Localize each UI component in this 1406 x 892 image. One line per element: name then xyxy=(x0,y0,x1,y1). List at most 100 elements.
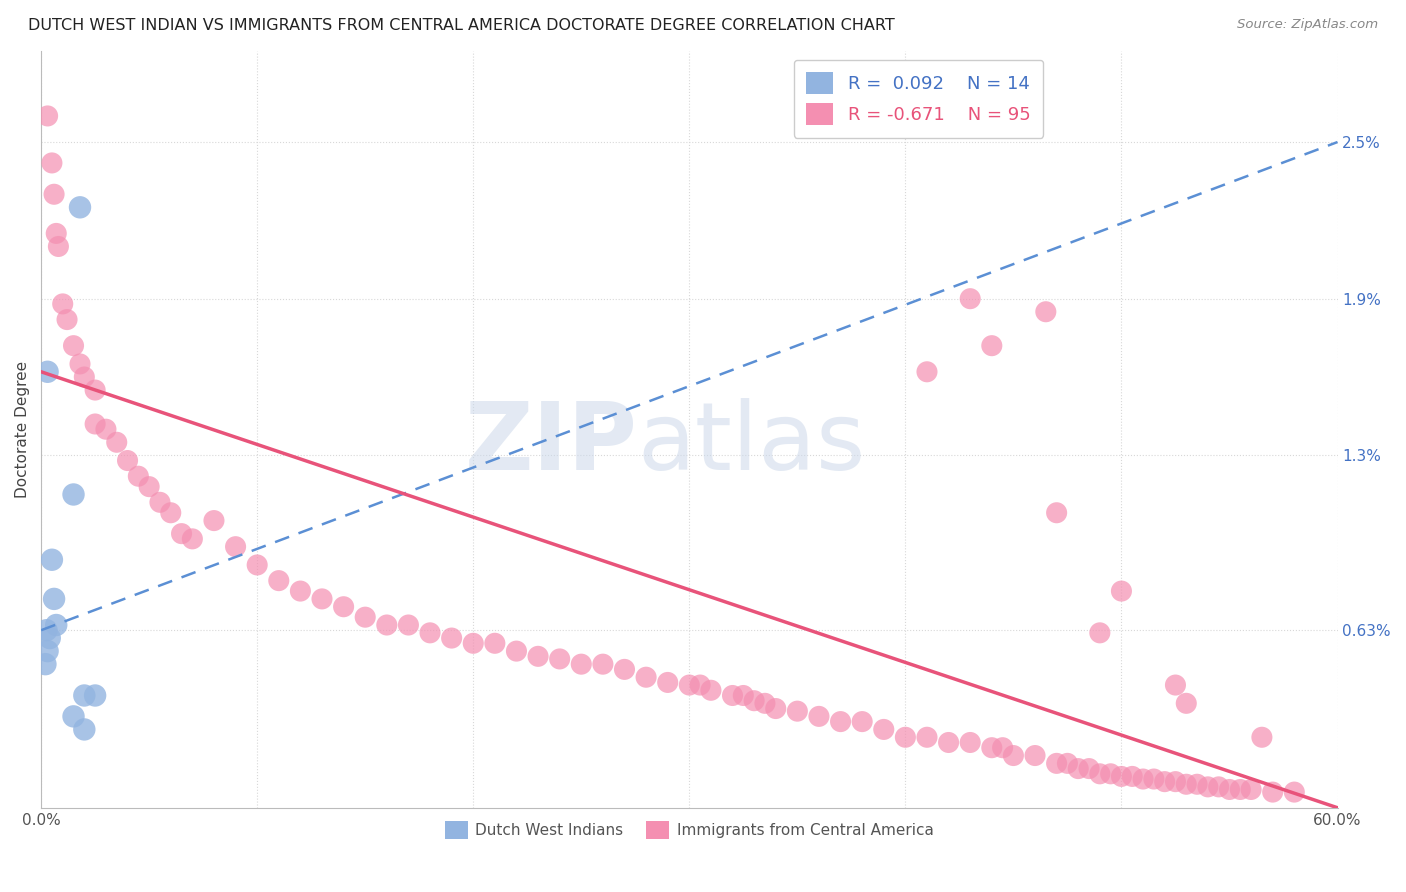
Text: Source: ZipAtlas.com: Source: ZipAtlas.com xyxy=(1237,18,1378,31)
Point xyxy=(73,689,96,703)
Point xyxy=(959,735,981,749)
Point xyxy=(807,709,830,723)
Point xyxy=(37,365,59,379)
Point xyxy=(613,662,636,676)
Point xyxy=(569,657,592,672)
Legend: Dutch West Indians, Immigrants from Central America: Dutch West Indians, Immigrants from Cent… xyxy=(439,814,941,846)
Point xyxy=(1175,696,1198,710)
Point xyxy=(1197,780,1219,794)
Y-axis label: Doctorate Degree: Doctorate Degree xyxy=(15,360,30,498)
Point xyxy=(181,532,204,546)
Point xyxy=(786,704,808,718)
Point xyxy=(42,187,65,202)
Point xyxy=(290,584,312,599)
Point xyxy=(1111,584,1133,599)
Point xyxy=(873,723,896,737)
Point xyxy=(894,731,917,745)
Point xyxy=(69,357,91,371)
Point xyxy=(127,469,149,483)
Point xyxy=(73,370,96,384)
Point xyxy=(311,591,333,606)
Point xyxy=(915,731,938,745)
Point xyxy=(1088,625,1111,640)
Text: DUTCH WEST INDIAN VS IMMIGRANTS FROM CENTRAL AMERICA DOCTORATE DEGREE CORRELATIO: DUTCH WEST INDIAN VS IMMIGRANTS FROM CEN… xyxy=(28,18,894,33)
Point xyxy=(915,365,938,379)
Point xyxy=(742,694,765,708)
Point xyxy=(419,625,441,640)
Point xyxy=(138,480,160,494)
Point xyxy=(505,644,527,658)
Point xyxy=(1218,782,1240,797)
Point xyxy=(1153,774,1175,789)
Point xyxy=(42,591,65,606)
Point xyxy=(159,506,181,520)
Point xyxy=(105,435,128,450)
Point xyxy=(354,610,377,624)
Point xyxy=(56,312,79,326)
Point xyxy=(149,495,172,509)
Point xyxy=(1284,785,1306,799)
Point xyxy=(548,652,571,666)
Point xyxy=(84,383,107,397)
Point xyxy=(48,239,70,253)
Point xyxy=(73,723,96,737)
Point xyxy=(991,740,1014,755)
Point xyxy=(463,636,485,650)
Point xyxy=(1164,678,1187,692)
Point xyxy=(851,714,873,729)
Point xyxy=(1261,785,1284,799)
Point xyxy=(636,670,658,684)
Point xyxy=(94,422,117,436)
Point xyxy=(678,678,700,692)
Point xyxy=(45,618,67,632)
Point xyxy=(721,689,744,703)
Point xyxy=(1240,782,1263,797)
Point xyxy=(1164,774,1187,789)
Point xyxy=(527,649,550,664)
Point xyxy=(1067,762,1090,776)
Point xyxy=(62,709,84,723)
Point xyxy=(765,701,787,715)
Point xyxy=(1056,756,1078,771)
Text: ZIP: ZIP xyxy=(464,399,637,491)
Point xyxy=(1111,769,1133,783)
Point xyxy=(980,740,1002,755)
Point xyxy=(1132,772,1154,786)
Point xyxy=(225,540,247,554)
Point xyxy=(45,227,67,241)
Point xyxy=(41,553,63,567)
Point xyxy=(1121,769,1143,783)
Point xyxy=(830,714,852,729)
Point xyxy=(84,689,107,703)
Point xyxy=(170,526,193,541)
Point xyxy=(41,156,63,170)
Text: atlas: atlas xyxy=(637,399,866,491)
Point xyxy=(657,675,679,690)
Point xyxy=(117,453,139,467)
Point xyxy=(38,631,60,645)
Point xyxy=(1185,777,1208,791)
Point xyxy=(35,624,58,638)
Point xyxy=(592,657,614,672)
Point xyxy=(980,339,1002,353)
Point xyxy=(1078,762,1101,776)
Point xyxy=(1035,304,1057,318)
Point xyxy=(1143,772,1166,786)
Point xyxy=(62,487,84,501)
Point xyxy=(938,735,960,749)
Point xyxy=(1251,731,1274,745)
Point xyxy=(1088,767,1111,781)
Point xyxy=(84,417,107,431)
Point xyxy=(1208,780,1230,794)
Point xyxy=(689,678,711,692)
Point xyxy=(754,696,776,710)
Point xyxy=(1046,756,1069,771)
Point xyxy=(37,109,59,123)
Point xyxy=(267,574,290,588)
Point xyxy=(1229,782,1251,797)
Point xyxy=(1099,767,1122,781)
Point xyxy=(959,292,981,306)
Point xyxy=(62,339,84,353)
Point xyxy=(1175,777,1198,791)
Point xyxy=(375,618,398,632)
